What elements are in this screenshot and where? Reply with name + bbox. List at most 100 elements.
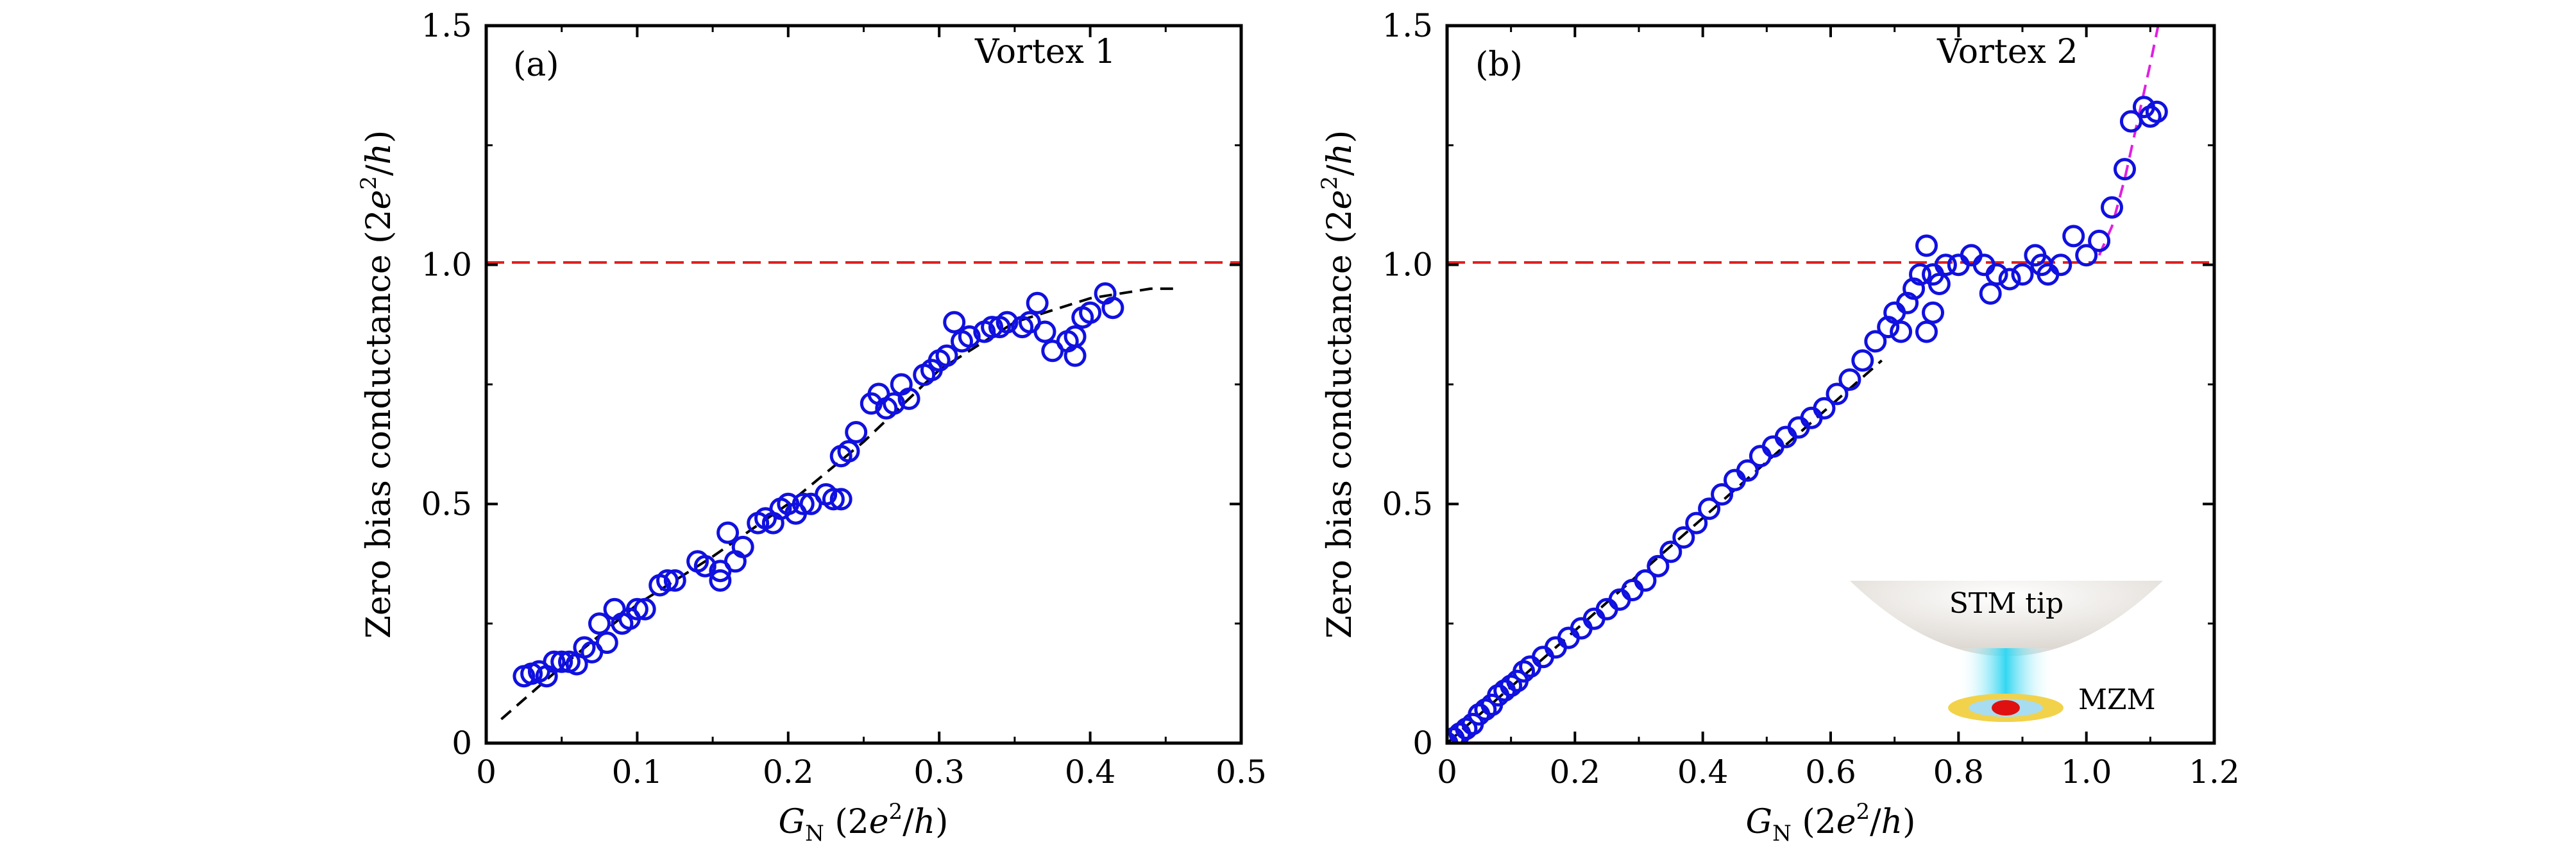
data-point xyxy=(897,387,920,410)
data-point xyxy=(883,392,906,415)
data-point xyxy=(1659,540,1682,563)
panel-b-y-axis-title: Zero bias conductance (2e2/h) xyxy=(1317,130,1359,639)
data-point xyxy=(2075,244,2098,267)
y-prefix: Zero bias conductance (2 xyxy=(360,210,398,639)
panel-a-chart: 0 0.1 0.2 0.3 0.4 0.5 0 0.5 1.0 1.5 (a) Vortex 1… xyxy=(356,7,1267,846)
data-point xyxy=(935,344,958,367)
data-point xyxy=(1838,368,1861,391)
data-point xyxy=(1877,316,1900,339)
x-tick-label: 0.3 xyxy=(913,753,965,791)
x-exp: 2 xyxy=(1856,799,1870,825)
data-point xyxy=(1621,579,1644,601)
data-point xyxy=(693,554,716,578)
y-base: e xyxy=(360,190,398,210)
panel-b-title: Vortex 2 xyxy=(1936,33,2078,71)
data-point xyxy=(1890,320,1913,343)
x-tick-label: 0.4 xyxy=(1065,753,1116,791)
data-point xyxy=(1672,526,1695,549)
data-point xyxy=(1826,382,1849,406)
data-point xyxy=(822,488,845,511)
data-point xyxy=(1934,253,1957,277)
data-point xyxy=(1557,626,1580,649)
data-point xyxy=(1033,320,1056,343)
x-close: ) xyxy=(1902,803,1915,841)
x-tick-label: 1.0 xyxy=(2061,753,2112,791)
y-tick-label: 0.5 xyxy=(421,485,472,522)
data-point xyxy=(550,650,573,673)
x-tick-label: 0 xyxy=(476,753,496,791)
data-point xyxy=(1500,674,1523,698)
data-point xyxy=(709,569,732,592)
data-point xyxy=(1513,660,1536,683)
panel-b-label: (b) xyxy=(1475,46,1523,84)
data-point xyxy=(2011,263,2034,286)
y-tick-label: 1.5 xyxy=(421,7,472,44)
data-point xyxy=(1736,459,1759,482)
panel-a-x-axis: 0 0.1 0.2 0.3 0.4 0.5 xyxy=(476,26,1267,791)
stm-tip-shape xyxy=(1850,581,2163,656)
data-point xyxy=(1947,253,1970,277)
data-point xyxy=(543,650,566,673)
data-point xyxy=(1985,263,2008,286)
data-point xyxy=(1972,253,1996,277)
y-prefix: Zero bias conductance (2 xyxy=(1321,210,1359,639)
data-point xyxy=(1851,349,1874,372)
y-slash: / xyxy=(360,164,398,176)
data-point xyxy=(1634,569,1657,592)
y-tick-label: 0 xyxy=(1412,725,1433,762)
data-point xyxy=(625,597,648,621)
x-tick-label: 0.2 xyxy=(763,753,814,791)
data-point xyxy=(837,440,860,463)
data-point xyxy=(996,311,1019,334)
x-paren: (2 xyxy=(1792,803,1836,841)
x-tick-label: 0.2 xyxy=(1550,753,1601,791)
data-point xyxy=(845,421,868,443)
data-point xyxy=(2114,158,2136,181)
data-point xyxy=(656,569,679,592)
x-subscript: N xyxy=(1772,821,1792,846)
data-point xyxy=(1928,273,1951,295)
data-point xyxy=(1608,588,1631,611)
data-point xyxy=(716,521,740,544)
panel-b-frame xyxy=(1445,24,2216,745)
data-point xyxy=(595,631,618,654)
data-point xyxy=(1724,468,1746,492)
y-tick-label: 0 xyxy=(452,725,472,762)
x-close: ) xyxy=(935,803,948,841)
data-point xyxy=(1979,282,2002,305)
data-point xyxy=(1902,277,1926,300)
y-slash: / xyxy=(1321,164,1359,176)
mzm-core-icon xyxy=(1992,700,2020,716)
data-point xyxy=(1079,301,1102,324)
data-point xyxy=(1570,617,1593,640)
x-tick-label: 0.5 xyxy=(1216,753,1267,791)
x-base: e xyxy=(869,803,889,841)
data-point xyxy=(2088,229,2111,252)
panel-a-label: (a) xyxy=(513,46,559,84)
data-point xyxy=(1647,554,1670,578)
x-tick-label: 0.8 xyxy=(1933,753,1985,791)
data-point xyxy=(1063,344,1087,367)
data-point xyxy=(1101,296,1124,320)
panel-b-data-points xyxy=(1447,96,2168,743)
x-slash: / xyxy=(1870,803,1881,841)
panel-a-y-axis: 0 0.5 1.0 1.5 xyxy=(421,7,1241,762)
data-point xyxy=(2049,253,2072,277)
x-tick-label: 0.1 xyxy=(612,753,663,791)
data-point xyxy=(2145,100,2168,123)
panel-a-title: Vortex 1 xyxy=(974,33,1116,71)
panel-a-data-points xyxy=(513,282,1124,688)
x-base: e xyxy=(1836,803,1856,841)
data-point xyxy=(731,535,754,558)
data-point xyxy=(1761,435,1784,458)
data-point xyxy=(958,325,981,348)
data-point xyxy=(633,597,656,621)
x-subscript: N xyxy=(805,821,824,846)
panel-b-high-fit-curve xyxy=(2097,26,2160,256)
data-point xyxy=(1998,268,2021,291)
y-close: ) xyxy=(360,130,398,143)
data-point xyxy=(1813,397,1836,420)
mzm-label: MZM xyxy=(2078,683,2156,716)
data-point xyxy=(829,488,852,511)
panel-b-x-axis-title: GN (2e2/h) xyxy=(1746,799,1916,846)
